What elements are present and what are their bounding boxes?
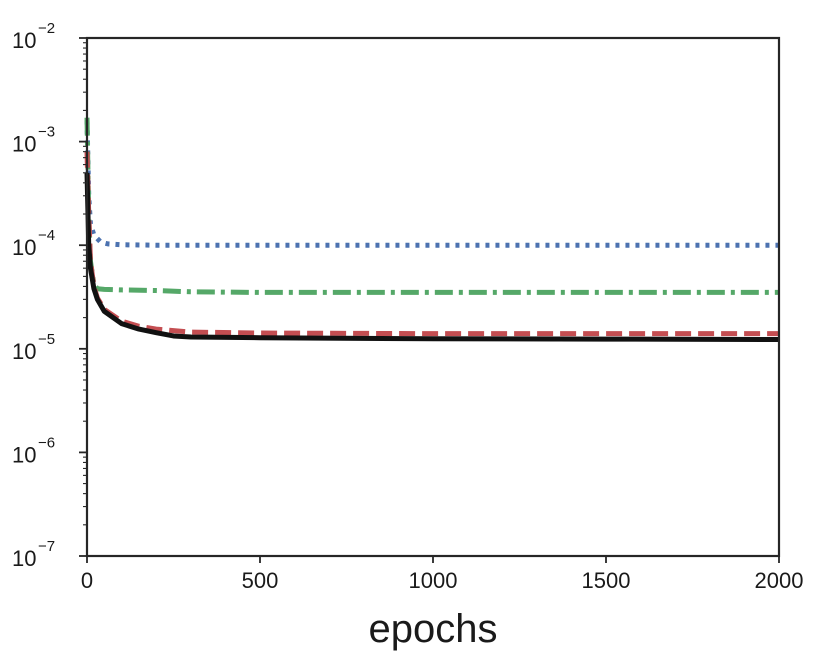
series-line-2 [84,117,779,295]
y-tick-label-1: 10 −6 [12,434,55,467]
x-tick-label-3: 1500 [582,568,631,593]
y-tick-label-5: 10 −2 [12,20,55,53]
y-tick-base-4: 10 [12,132,36,157]
x-tick-label-4: 2000 [755,568,804,593]
x-axis-label: epochs [369,607,498,651]
y-tick-exponent-3: −4 [38,227,55,244]
series-line-4 [84,172,780,342]
y-tick-label-4: 10 −3 [12,124,55,157]
y-tick-exponent-1: −6 [38,434,55,451]
y-tick-label-3: 10 −4 [12,227,55,260]
y-tick-base-2: 10 [12,339,36,364]
x-tick-label-1: 500 [242,568,279,593]
y-tick-exponent-5: −2 [38,20,55,37]
y-tick-exponent-0: −7 [38,538,55,555]
y-tick-exponent-2: −5 [38,331,55,348]
y-tick-base-5: 10 [12,28,36,53]
y-tick-label-0: 10 −7 [12,538,55,571]
y-tick-base-1: 10 [12,442,36,467]
y-tick-label-2: 10 −5 [12,331,55,364]
x-tick-label-0: 0 [81,568,93,593]
series-line-1 [84,120,779,248]
series-line-3 [84,151,779,337]
y-tick-base-3: 10 [12,235,36,260]
y-tick-base-0: 10 [12,546,36,571]
y-tick-exponent-4: −3 [38,124,55,141]
series-layer [84,117,780,342]
plot-frame [85,36,781,558]
x-tick-label-2: 1000 [409,568,458,593]
